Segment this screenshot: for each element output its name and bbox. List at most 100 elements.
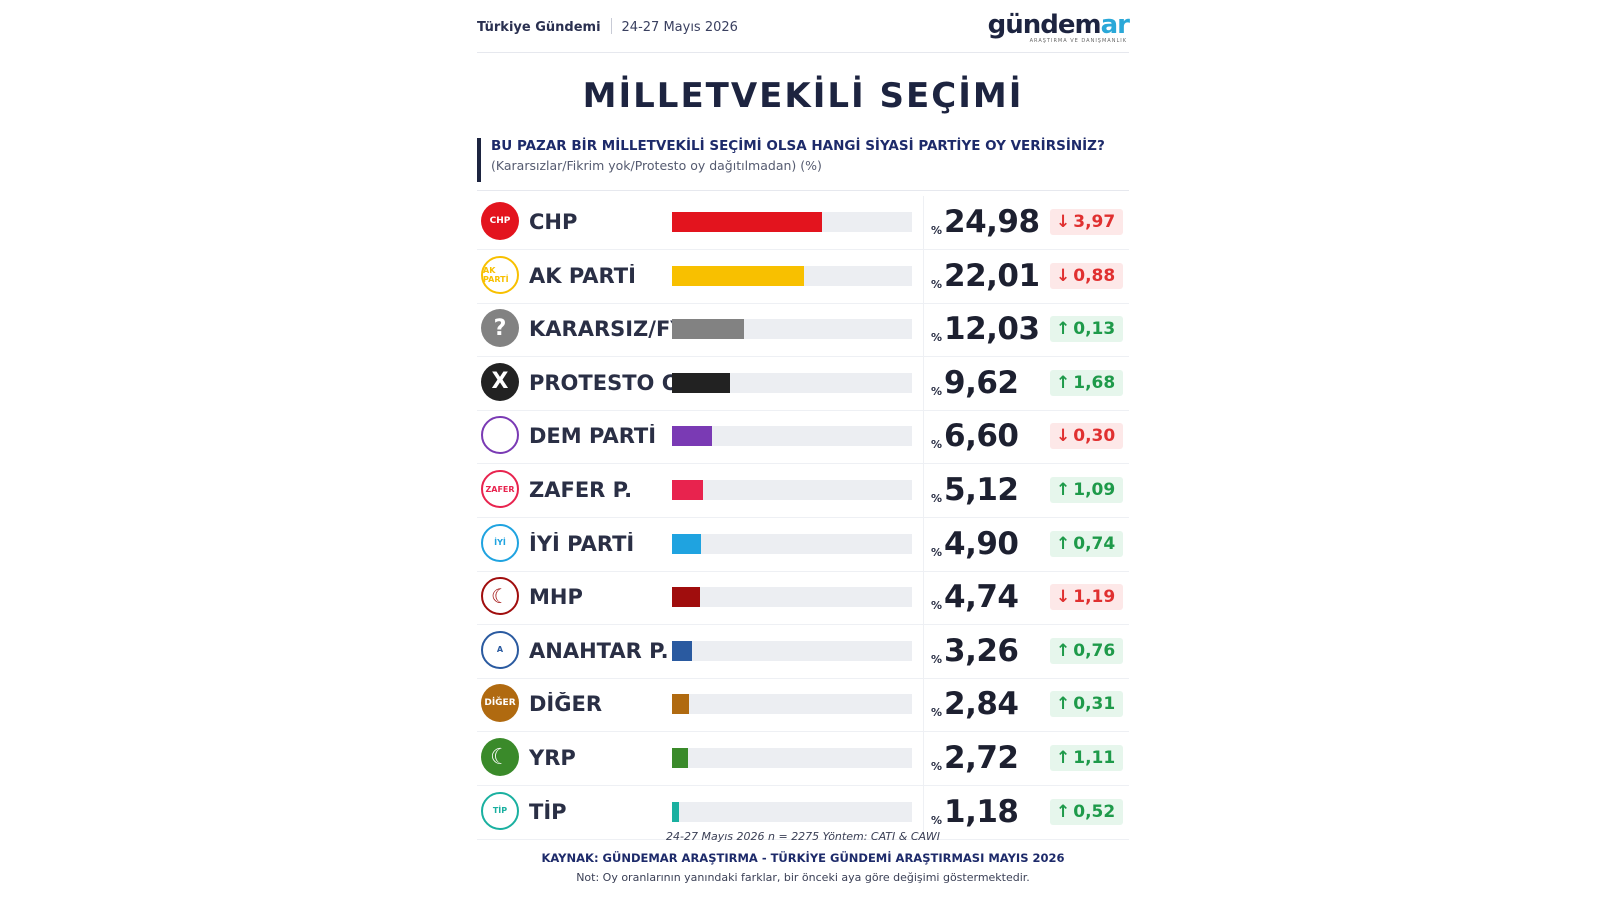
percent-sign: % xyxy=(931,652,943,666)
arrow-up-icon: ↑ xyxy=(1056,319,1071,340)
change-value: 0,31 xyxy=(1073,694,1116,715)
value-label: 12,03 xyxy=(944,311,1040,348)
arrow-down-icon: ↓ xyxy=(1056,265,1071,286)
change-badge: ↑ 1,11 xyxy=(1050,745,1124,771)
column-separator xyxy=(923,678,924,732)
column-separator xyxy=(923,517,924,571)
party-row: AK PARTİ AK PARTİ% 22,01 ↓ 0,88 xyxy=(477,249,1129,304)
bar-track xyxy=(672,319,912,340)
diger-logo-icon: DİĞER xyxy=(481,684,519,723)
zafer-logo-icon: ZAFER xyxy=(481,470,519,508)
question-block: BU PAZAR BİR MİLLETVEKİLİ SEÇİMİ OLSA HA… xyxy=(477,138,1129,182)
party-name: KARARSIZ/FY xyxy=(529,317,675,342)
dem-logo-icon xyxy=(481,416,519,455)
change-value: 0,30 xyxy=(1073,426,1116,447)
change-value: 0,13 xyxy=(1073,319,1116,340)
party-row: ☾ MHP% 4,74 ↓ 1,19 xyxy=(477,571,1129,626)
change-value: 1,11 xyxy=(1073,748,1116,768)
party-name: İYİ PARTİ xyxy=(529,531,635,556)
arrow-up-icon: ↑ xyxy=(1056,748,1071,768)
percent-sign: % xyxy=(931,706,943,720)
party-row: DİĞER DİĞER% 2,84 ↑ 0,31 xyxy=(477,678,1129,733)
logo-text-accent: ar xyxy=(1100,10,1130,40)
x-icon: X xyxy=(481,362,519,401)
arrow-up-icon: ↑ xyxy=(1056,694,1071,715)
note-text: Not: Oy oranlarının yanındaki farklar, b… xyxy=(576,871,1030,884)
change-value: 1,19 xyxy=(1073,587,1116,608)
page-title: MİLLETVEKİLİ SEÇİMİ xyxy=(582,76,1024,116)
arrow-up-icon: ↑ xyxy=(1056,372,1071,393)
value-label: 22,01 xyxy=(944,257,1040,294)
value-label: 4,90 xyxy=(944,525,1019,562)
party-name: DEM PARTİ xyxy=(529,424,657,449)
party-name: MHP xyxy=(529,585,583,610)
percent-sign: % xyxy=(931,545,943,559)
change-badge: ↑ 0,74 xyxy=(1050,530,1124,557)
bar xyxy=(672,533,702,554)
value-label: 1,18 xyxy=(944,793,1019,830)
arrow-up-icon: ↑ xyxy=(1056,533,1071,554)
party-row: İYİ İYİ PARTİ% 4,90 ↑ 0,74 xyxy=(477,517,1129,572)
bar-track xyxy=(672,533,912,554)
percent-sign: % xyxy=(931,813,943,827)
percent-sign: % xyxy=(931,492,943,505)
party-row: ZAFER ZAFER P.% 5,12 ↑ 1,09 xyxy=(477,464,1129,518)
party-row: ? KARARSIZ/FY% 12,03 ↑ 0,13 xyxy=(477,303,1129,358)
akp-logo-icon: AK PARTİ xyxy=(481,255,519,294)
bar-track xyxy=(672,748,912,768)
arrow-down-icon: ↓ xyxy=(1056,426,1071,447)
footer: 24-27 Mayıs 2026 n = 2275 Yöntem: CATI &… xyxy=(477,830,1129,884)
bar xyxy=(672,694,690,715)
column-separator xyxy=(923,196,924,249)
bar-track xyxy=(672,265,912,286)
change-badge: ↑ 0,13 xyxy=(1050,316,1124,343)
change-value: 1,68 xyxy=(1073,372,1116,393)
party-row: TİP TİP% 1,18 ↑ 0,52 xyxy=(477,785,1129,840)
bar xyxy=(672,640,692,661)
arrow-down-icon: ↓ xyxy=(1056,587,1071,608)
yrp-logo-icon: ☾ xyxy=(481,738,519,776)
source-text: KAYNAK: GÜNDEMAR ARAŞTIRMA - TÜRKİYE GÜN… xyxy=(541,851,1065,865)
poll-card: Türkiye Gündemi 24-27 Mayıs 2026 gündemar… xyxy=(477,0,1130,900)
value-label: 24,98 xyxy=(944,204,1040,240)
party-name: TİP xyxy=(529,799,567,824)
percent-sign: % xyxy=(931,599,943,613)
change-badge: ↓ 1,19 xyxy=(1050,584,1124,611)
change-value: 0,52 xyxy=(1073,801,1116,822)
value-label: 3,26 xyxy=(944,632,1019,669)
bar-track xyxy=(672,640,912,661)
percent-sign: % xyxy=(931,384,943,398)
header-meta: Türkiye Gündemi 24-27 Mayıs 2026 xyxy=(477,18,738,35)
column-separator xyxy=(923,732,924,785)
bar xyxy=(672,480,703,500)
arrow-up-icon: ↑ xyxy=(1056,480,1071,500)
bar xyxy=(672,265,805,286)
column-separator xyxy=(923,356,924,410)
party-row: X PROTESTO O.% 9,62 ↑ 1,68 xyxy=(477,356,1129,411)
column-separator xyxy=(923,410,924,464)
gundemar-logo: gündemar xyxy=(988,10,1130,40)
party-name: ZAFER P. xyxy=(529,478,633,502)
bar-track xyxy=(672,801,912,822)
change-value: 3,97 xyxy=(1073,212,1116,232)
bar-track xyxy=(672,372,912,393)
mhp-logo-icon: ☾ xyxy=(481,577,519,616)
source-label: Türkiye Gündemi xyxy=(477,20,601,35)
column-separator xyxy=(923,624,924,678)
party-row: CHP CHP% 24,98 ↓ 3,97 xyxy=(477,196,1129,250)
party-name: CHP xyxy=(529,210,578,234)
header-separator xyxy=(610,18,612,34)
change-badge: ↓ 0,30 xyxy=(1050,423,1124,450)
bar xyxy=(672,319,745,340)
column-separator xyxy=(923,303,924,357)
percent-sign: % xyxy=(931,277,943,291)
percent-sign: % xyxy=(931,760,943,773)
bar xyxy=(672,426,712,447)
value-label: 2,72 xyxy=(944,740,1019,776)
party-name: AK PARTİ xyxy=(529,263,636,288)
party-name: PROTESTO O. xyxy=(529,370,675,395)
column-separator xyxy=(923,785,924,839)
column-separator xyxy=(923,249,924,303)
column-separator xyxy=(923,571,924,625)
bar-track xyxy=(672,212,912,232)
